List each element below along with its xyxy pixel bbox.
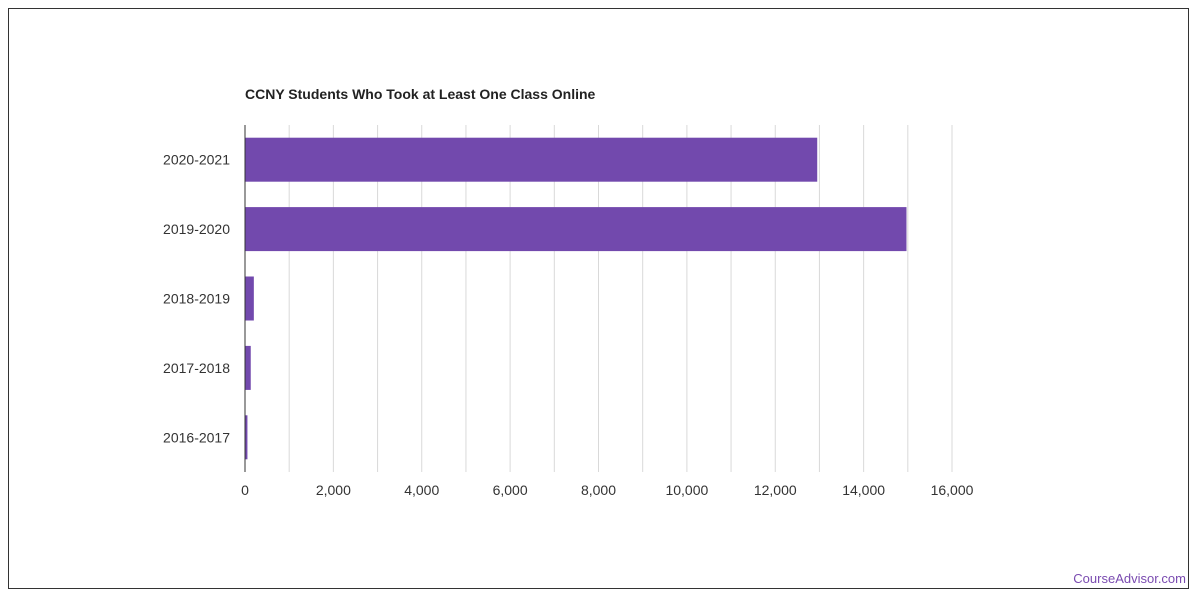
category-label: 2020-2021 (163, 152, 230, 168)
x-tick-label: 6,000 (493, 482, 528, 498)
category-label: 2019-2020 (163, 221, 230, 237)
x-tick-label: 8,000 (581, 482, 616, 498)
bar-2017-2018[interactable] (245, 345, 251, 390)
x-tick-label: 14,000 (842, 482, 885, 498)
x-tick-label: 0 (241, 482, 249, 498)
x-tick-label: 10,000 (665, 482, 708, 498)
gridlines (288, 125, 953, 472)
category-label: 2018-2019 (163, 291, 230, 307)
x-tick-label: 16,000 (931, 482, 974, 498)
chart-title: CCNY Students Who Took at Least One Clas… (245, 86, 596, 102)
bars (245, 137, 907, 460)
bar-2020-2021[interactable] (245, 137, 818, 182)
x-tick-labels: 0 2,000 4,000 6,000 8,000 10,000 12,000 14,000 1… (241, 482, 974, 498)
x-tick-label: 2,000 (316, 482, 351, 498)
x-tick-label: 12,000 (754, 482, 797, 498)
credit-label[interactable]: CourseAdvisor.com (1073, 571, 1186, 586)
x-tick-label: 4,000 (404, 482, 439, 498)
category-labels: 2020-2021 2019-2020 2018-2019 2017-2018 2016… (163, 152, 230, 446)
bar-2016-2017[interactable] (245, 415, 248, 460)
bar-2019-2020[interactable] (245, 207, 907, 252)
category-label: 2016-2017 (163, 429, 230, 445)
category-label: 2017-2018 (163, 360, 230, 376)
bar-2018-2019[interactable] (245, 276, 254, 321)
